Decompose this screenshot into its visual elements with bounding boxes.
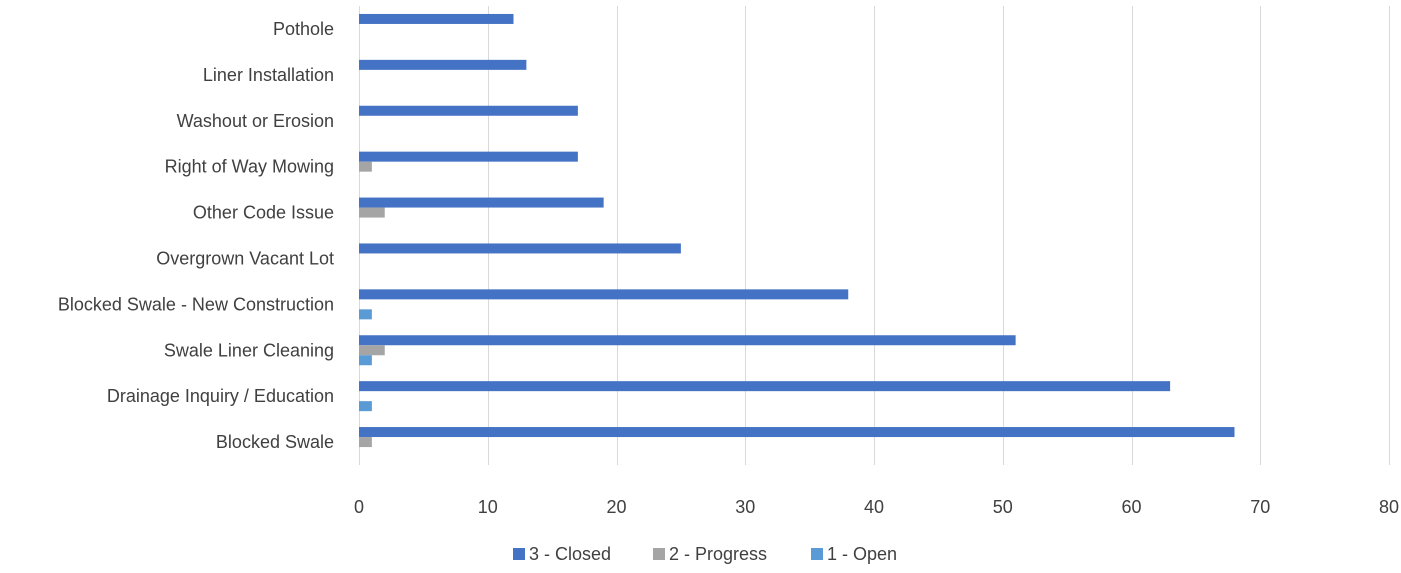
category-label: Liner Installation <box>203 65 334 85</box>
bar-1-open <box>359 309 372 320</box>
x-tick-label: 0 <box>354 497 364 517</box>
x-tick-label: 70 <box>1250 497 1270 517</box>
category-label: Washout or Erosion <box>177 111 334 131</box>
bar-2-progress <box>359 437 372 448</box>
bar-3-closed <box>359 105 578 116</box>
category-labels: Blocked Swale Drainage Inquiry / Educatio… <box>58 19 334 452</box>
x-tick-label: 60 <box>1121 497 1141 517</box>
legend-swatch <box>811 548 823 560</box>
bar-2-progress <box>359 161 372 172</box>
bar-3-closed <box>359 243 681 254</box>
bar-3-closed <box>359 59 527 70</box>
bar-3-closed <box>359 381 1171 392</box>
legend: 3 - Closed 2 - Progress 1 - Open <box>513 544 897 564</box>
bars <box>359 13 1235 448</box>
category-label: Other Code Issue <box>193 203 334 223</box>
bar-3-closed <box>359 151 578 162</box>
category-label: Overgrown Vacant Lot <box>156 248 334 268</box>
bar-2-progress <box>359 207 385 218</box>
category-label: Drainage Inquiry / Education <box>107 386 334 406</box>
gridlines <box>359 6 1390 465</box>
x-axis-tick-labels: 0 10 20 30 40 50 60 70 80 <box>354 497 1399 517</box>
bar-1-open <box>359 355 372 366</box>
category-label: Blocked Swale - New Construction <box>58 294 334 314</box>
legend-swatch <box>653 548 665 560</box>
bar-3-closed <box>359 289 849 300</box>
bar-3-closed <box>359 13 514 24</box>
category-label: Swale Liner Cleaning <box>164 340 334 360</box>
x-tick-label: 30 <box>735 497 755 517</box>
legend-label: 1 - Open <box>827 544 897 564</box>
legend-label: 3 - Closed <box>529 544 611 564</box>
bar-3-closed <box>359 335 1016 346</box>
x-tick-label: 40 <box>864 497 884 517</box>
bar-3-closed <box>359 197 604 208</box>
category-label: Pothole <box>273 19 334 39</box>
bar-2-progress <box>359 345 385 356</box>
x-tick-label: 20 <box>606 497 626 517</box>
category-label: Blocked Swale <box>216 432 334 452</box>
x-tick-label: 80 <box>1379 497 1399 517</box>
bar-3-closed <box>359 427 1235 438</box>
legend-swatch <box>513 548 525 560</box>
category-label: Right of Way Mowing <box>165 157 334 177</box>
x-tick-label: 50 <box>993 497 1013 517</box>
legend-label: 2 - Progress <box>669 544 767 564</box>
bar-1-open <box>359 401 372 412</box>
x-tick-label: 10 <box>478 497 498 517</box>
